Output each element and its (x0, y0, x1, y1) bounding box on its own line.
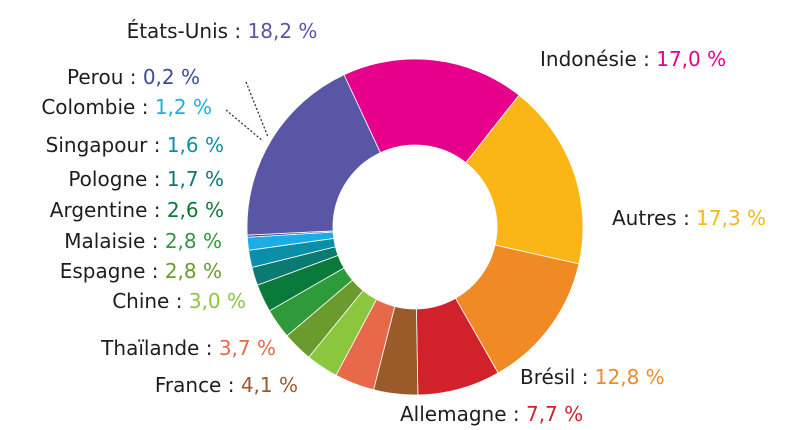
value-label: 1,6 % (167, 133, 224, 157)
category-name: Malaisie (64, 229, 145, 253)
separator: : (145, 259, 164, 283)
category-name: Autres (612, 206, 677, 230)
category-name: Argentine (50, 198, 148, 222)
category-name: Pologne (68, 167, 147, 191)
category-name: Colombie (41, 95, 135, 119)
category-name: Chine (112, 289, 169, 313)
separator: : (169, 289, 188, 313)
separator: : (135, 95, 154, 119)
separator: : (199, 336, 218, 360)
value-label: 2,8 % (165, 259, 222, 283)
separator: : (575, 365, 594, 389)
category-name: Singapour (46, 133, 148, 157)
slice (343, 58, 520, 164)
slice-label: Allemagne : 7,7 % (400, 402, 583, 426)
slice-label: France : 4,1 % (155, 373, 298, 397)
category-name: États-Unis (127, 19, 229, 43)
separator: : (507, 402, 526, 426)
category-name: Indonésie (540, 47, 637, 71)
separator: : (147, 167, 166, 191)
value-label: 1,2 % (155, 95, 212, 119)
value-label: 2,8 % (165, 229, 222, 253)
value-label: 18,2 % (248, 19, 318, 43)
value-label: 3,7 % (219, 336, 276, 360)
slice-label: Espagne : 2,8 % (60, 259, 222, 283)
separator: : (123, 65, 142, 89)
category-name: Allemagne (400, 402, 507, 426)
slice (246, 74, 381, 236)
slice (465, 94, 584, 265)
value-label: 17,3 % (696, 206, 766, 230)
category-name: Espagne (60, 259, 146, 283)
value-label: 2,6 % (167, 198, 224, 222)
separator: : (228, 19, 247, 43)
slice-label: Malaisie : 2,8 % (64, 229, 222, 253)
separator: : (221, 373, 240, 397)
value-label: 12,8 % (595, 365, 665, 389)
value-label: 1,7 % (167, 167, 224, 191)
slice-label: Indonésie : 17,0 % (540, 47, 726, 71)
slice-label: États-Unis : 18,2 % (127, 19, 318, 43)
slice-label: Argentine : 2,6 % (50, 198, 224, 222)
value-label: 17,0 % (656, 47, 726, 71)
slice-label: Singapour : 1,6 % (46, 133, 224, 157)
slice-label: Perou : 0,2 % (67, 65, 200, 89)
separator: : (637, 47, 656, 71)
slice-label: Chine : 3,0 % (112, 289, 246, 313)
value-label: 4,1 % (241, 373, 298, 397)
category-name: Perou (67, 65, 123, 89)
slice-label: Autres : 17,3 % (612, 206, 766, 230)
slice-label: Thaïlande : 3,7 % (100, 336, 276, 360)
slice-label: Colombie : 1,2 % (41, 95, 212, 119)
category-name: Thaïlande (100, 336, 199, 360)
category-name: Brésil (520, 365, 575, 389)
separator: : (677, 206, 696, 230)
value-label: 3,0 % (189, 289, 246, 313)
separator: : (147, 133, 166, 157)
value-label: 0,2 % (143, 65, 200, 89)
leader-line (245, 81, 269, 138)
slice-label: Brésil : 12,8 % (520, 365, 665, 389)
value-label: 7,7 % (526, 402, 583, 426)
separator: : (145, 229, 164, 253)
category-name: France (155, 373, 222, 397)
separator: : (147, 198, 166, 222)
slice-label: Pologne : 1,7 % (68, 167, 224, 191)
leader-line (225, 109, 264, 142)
